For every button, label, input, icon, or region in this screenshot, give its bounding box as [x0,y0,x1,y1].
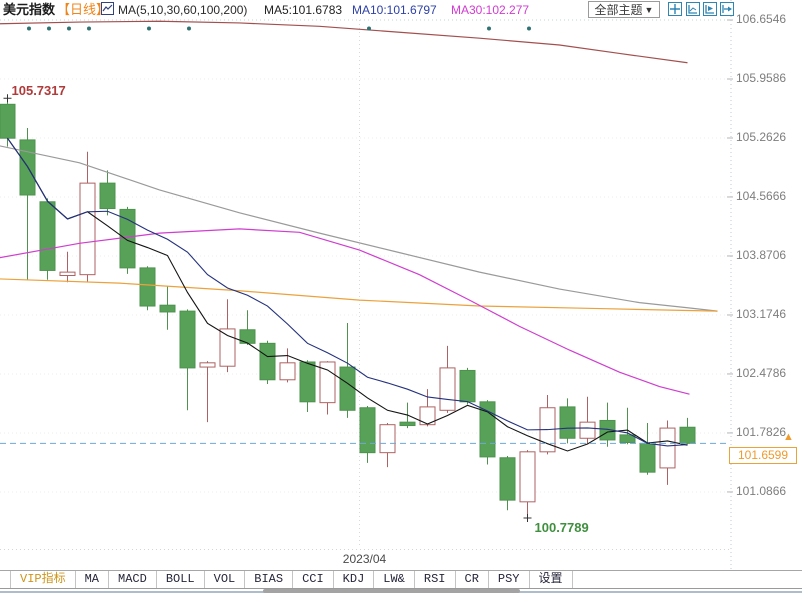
axis-scale-icon[interactable] [686,2,700,16]
ma-line-ma200 [0,20,688,64]
candle-body [519,451,536,503]
indicator-tab-VOL[interactable]: VOL [205,571,246,588]
candle-body [159,304,176,313]
candle-body [99,182,116,210]
indicator-toolbar: VIP指标 MA MACD BOLL VOL BIAS CCI KDJ LW& RSI CR PSY 设… [0,570,802,589]
candle-body [59,271,76,277]
y-axis-label: 102.4786 [736,365,787,380]
candle-body [219,328,236,367]
symbol-title: 美元指数 [3,2,56,17]
indicator-tab-RSI[interactable]: RSI [415,571,456,588]
candle-body [199,362,216,368]
candle-body [299,361,316,403]
theme-dropdown[interactable]: 全部主题 ▼ [588,1,660,18]
top-marker-dot [187,26,191,31]
high-cross-marker [3,94,12,103]
y-axis-label: 106.6546 [736,12,787,26]
chart-type-icon [101,2,114,15]
x-axis-date-label: 2023/04 [342,552,387,566]
top-marker-dot [87,26,91,31]
top-marker-dot [67,26,71,31]
ma-line-ma100 [0,145,718,312]
y-axis-label: 103.1746 [736,306,787,321]
candle-body [0,103,16,139]
candle-body [379,424,396,454]
indicator-tab-MACD[interactable]: MACD [109,571,157,588]
indicator-tab-设置[interactable]: 设置 [530,571,573,588]
indicator-tab-CCI[interactable]: CCI [293,571,334,588]
y-axis-label: 103.8706 [736,247,787,262]
indicator-tab-CR[interactable]: CR [456,571,489,588]
y-axis-label: 105.2626 [736,129,787,144]
high-price-label: 105.7317 [11,83,66,99]
indicator-tab-BOLL[interactable]: BOLL [157,571,205,588]
top-marker-dot [367,26,371,31]
price-up-arrow-icon: ▲ [783,431,794,444]
ma-line-ma10 [7,137,688,447]
ma-group-label: MA(5,10,30,60,100,200) [118,3,248,17]
candle-body [359,407,376,454]
top-marker-dot [47,26,51,31]
shift-right-icon[interactable] [720,2,734,16]
candle-body [179,310,196,369]
y-axis-label: 101.7826 [736,424,787,439]
y-axis-label: 105.9586 [736,70,787,85]
ma-line-ma30 [0,228,690,395]
top-marker-dot [147,26,151,31]
candle-body [459,369,476,403]
ma-line-ma5 [7,137,688,452]
ma5-value: MA5:101.6783 [264,3,343,17]
y-axis-label: 101.0866 [736,483,787,498]
y-axis-label: 104.5666 [736,188,787,203]
scrollbar-track [0,589,802,593]
indicator-tab-MA[interactable]: MA [76,571,110,588]
scrollbar-thumb[interactable] [263,589,520,593]
chart-header: 美元指数 【日线】 MA(5,10,30,60,100,200) MA5:101… [0,0,802,19]
candle-body [139,267,156,307]
candle-body [619,434,636,443]
candle-body [279,362,296,381]
current-price-box: 101.6599 [729,446,797,464]
candle-body [639,442,656,473]
candle-body [39,201,56,271]
candle-body [419,406,436,426]
indicator-tab-BIAS[interactable]: BIAS [245,571,294,588]
chevron-down-icon: ▼ [644,5,654,15]
top-marker-dot [27,26,31,31]
indicator-tab-LW&[interactable]: LW& [374,571,415,588]
candle-body [399,421,416,427]
top-marker-dot [527,26,531,31]
ma30-value: MA30:102.277 [451,3,530,17]
candle-body [439,367,456,411]
low-price-label: 100.7789 [534,520,589,536]
indicator-tab-PSY[interactable]: PSY [489,571,530,588]
ma10-value: MA10:101.6797 [352,3,437,17]
candle-body [79,182,96,276]
candle-body [339,366,356,411]
period-label: 【日线】 [57,2,110,17]
indicator-tab-KDJ[interactable]: KDJ [334,571,375,588]
candle-body [259,342,276,381]
low-cross-marker [523,514,532,523]
candle-body [659,427,676,469]
candle-body [499,457,516,501]
axis-play-icon[interactable] [703,2,717,16]
candle-body [579,421,596,439]
top-marker-dot [487,26,491,31]
candle-body [559,406,576,439]
indicator-tab-VIP指标[interactable]: VIP指标 [10,571,76,588]
ma-line-ma60 [0,278,718,312]
candle-body [119,208,136,269]
crosshair-icon[interactable] [668,2,682,16]
theme-dropdown-label: 全部主题 [594,3,643,17]
candle-body [679,426,696,444]
